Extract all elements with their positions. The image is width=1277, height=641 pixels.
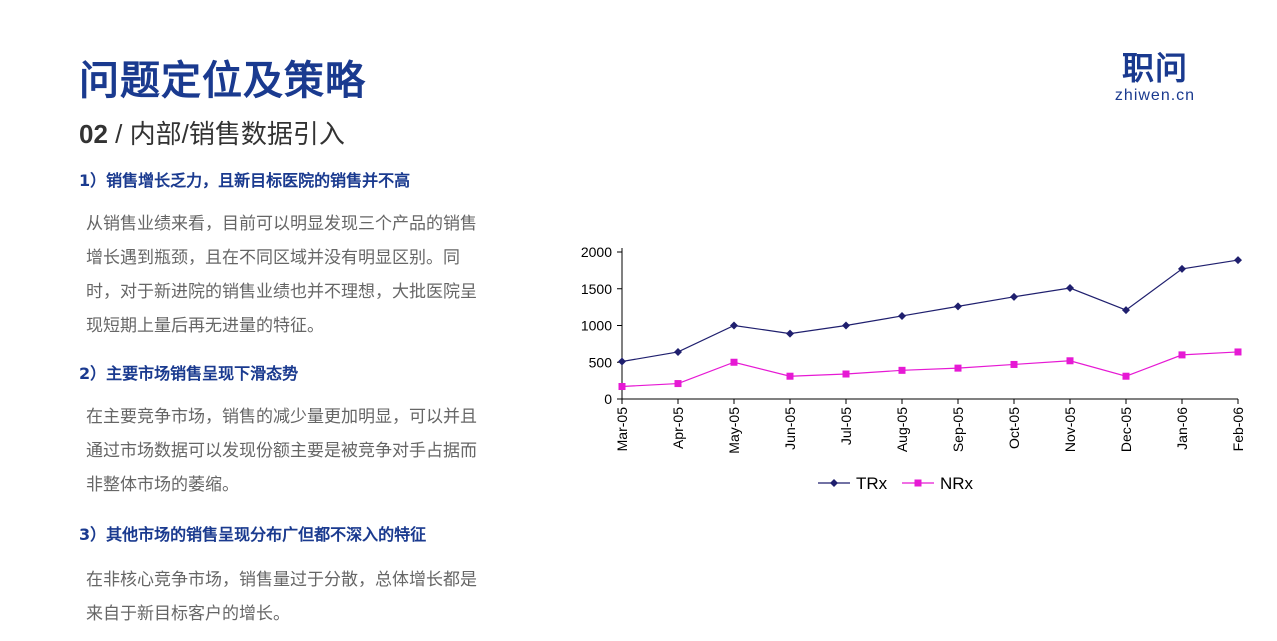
data-point-nrx xyxy=(730,358,738,366)
y-tick-label: 0 xyxy=(604,391,612,407)
section-1-body: 从销售业绩来看，目前可以明显发现三个产品的销售 增长遇到瓶颈，且在不同区域并没有… xyxy=(86,207,526,343)
x-tick-label: Feb-06 xyxy=(1230,407,1246,452)
x-tick-label: Mar-05 xyxy=(614,407,630,452)
x-tick-label: Jul-05 xyxy=(838,407,854,445)
y-tick-label: 1000 xyxy=(581,318,612,334)
data-point-trx xyxy=(618,357,626,366)
data-point-trx xyxy=(674,347,682,356)
sales-line-chart: 0 500 1000 1500 2000 Mar-05 Apr-05 May-05 Jun-05… xyxy=(581,244,1246,493)
data-point-nrx xyxy=(954,364,962,372)
data-point-nrx xyxy=(1122,372,1130,380)
x-tick-label: Jan-06 xyxy=(1174,407,1190,450)
y-tick-label: 2000 xyxy=(581,244,612,260)
page-title: 问题定位及策略 xyxy=(79,58,366,104)
section-1-heading: 1）销售增长乏力，且新目标医院的销售并不高 xyxy=(79,171,411,190)
data-point-nrx xyxy=(786,372,794,380)
section-3-line: 来自于新目标客户的增长。 xyxy=(86,604,290,624)
data-point-nrx xyxy=(618,383,626,391)
section-2-heading: 2）主要市场销售呈现下滑态势 xyxy=(79,364,299,383)
data-point-trx xyxy=(954,302,962,311)
legend-marker-trx xyxy=(830,479,838,487)
x-tick-label: Apr-05 xyxy=(670,407,686,449)
section-3-heading: 3）其他市场的销售呈现分布广但都不深入的特征 xyxy=(79,525,427,544)
data-point-trx xyxy=(842,321,850,330)
section-1-line: 现短期上量后再无进量的特征。 xyxy=(86,316,324,336)
data-point-nrx xyxy=(1010,360,1018,368)
subtitle-text: / 内部/销售数据引入 xyxy=(107,119,345,149)
x-tick-label: Nov-05 xyxy=(1062,407,1078,452)
data-point-nrx xyxy=(842,370,850,378)
y-tick-label: 1500 xyxy=(581,281,612,297)
data-point-nrx xyxy=(1178,351,1186,359)
data-point-trx xyxy=(1066,284,1074,293)
subtitle-number: 02 xyxy=(79,119,108,149)
section-3-body: 在非核心竞争市场，销售量过于分散，总体增长都是 来自于新目标客户的增长。 xyxy=(86,563,526,631)
section-3-line: 在非核心竞争市场，销售量过于分散，总体增长都是 xyxy=(86,570,477,590)
data-point-trx xyxy=(898,311,906,320)
section-2-body: 在主要竞争市场，销售的减少量更加明显，可以并且 通过市场数据可以发现份额主要是被… xyxy=(86,400,526,502)
x-tick-label: Sep-05 xyxy=(950,407,966,452)
x-tick-label: May-05 xyxy=(726,407,742,454)
legend-label-nrx: NRx xyxy=(940,474,974,493)
brand-logo: 职问 zhiwen.cn xyxy=(1105,50,1205,106)
data-point-nrx xyxy=(898,366,906,374)
legend-label-trx: TRx xyxy=(856,474,888,493)
section-2-line: 通过市场数据可以发现份额主要是被竞争对手占据而 xyxy=(86,441,477,461)
section-1-line: 时，对于新进院的销售业绩也并不理想，大批医院呈 xyxy=(86,282,477,302)
data-point-nrx xyxy=(1066,357,1074,365)
legend-marker-nrx xyxy=(914,479,922,487)
data-point-trx xyxy=(1122,306,1130,315)
series-line-trx xyxy=(621,259,1239,363)
data-point-trx xyxy=(1178,264,1186,273)
data-point-trx xyxy=(730,321,738,330)
logo-cn: 职问 xyxy=(1121,49,1188,87)
y-tick-label: 500 xyxy=(589,354,613,370)
section-2-line: 在主要竞争市场，销售的减少量更加明显，可以并且 xyxy=(86,407,477,427)
section-1-line: 从销售业绩来看，目前可以明显发现三个产品的销售 xyxy=(86,214,477,234)
data-point-trx xyxy=(786,329,794,338)
data-point-nrx xyxy=(674,380,682,388)
x-tick-label: Oct-05 xyxy=(1006,407,1022,449)
x-tick-label: Jun-05 xyxy=(782,407,798,450)
section-1-line: 增长遇到瓶颈，且在不同区域并没有明显区别。同 xyxy=(86,248,460,268)
section-2-line: 非整体市场的萎缩。 xyxy=(86,475,239,495)
x-tick-label: Aug-05 xyxy=(894,407,910,452)
data-point-trx xyxy=(1234,256,1242,265)
page-subtitle: 02 / 内部/销售数据引入 xyxy=(79,114,345,151)
series-line-nrx xyxy=(621,351,1239,388)
data-point-trx xyxy=(1010,292,1018,301)
data-point-nrx xyxy=(1234,348,1242,356)
logo-en: zhiwen.cn xyxy=(1114,87,1196,104)
x-tick-label: Dec-05 xyxy=(1118,407,1134,452)
